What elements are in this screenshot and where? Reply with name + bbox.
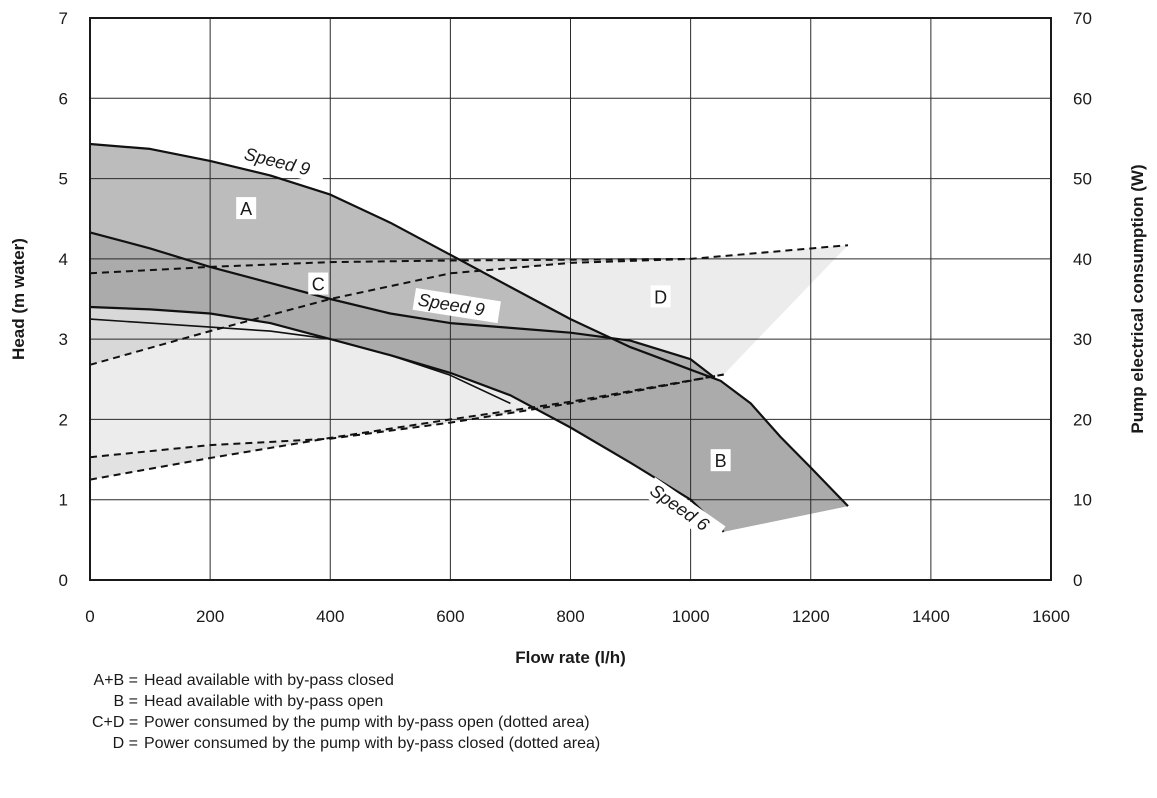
x-tick-label: 400 [316,607,344,626]
y2-tick-label: 10 [1073,491,1092,510]
legend-text: Power consumed by the pump with by-pass … [144,735,601,752]
y2-tick-label: 70 [1073,9,1092,28]
head-curve [89,305,725,533]
x-tick-label: 200 [196,607,224,626]
x-tick-label: 600 [436,607,464,626]
region-label: C [312,275,325,295]
curve-label-box [642,477,726,545]
y2-axis-title: Pump electrical consumption (W) [1128,164,1147,433]
head-curve [89,142,849,507]
legend-key: D = [112,735,138,752]
power-curve [89,373,724,459]
y2-tick-label: 30 [1073,330,1092,349]
y-tick-label: 3 [59,330,68,349]
y-tick-label: 0 [59,571,68,590]
legend-key: C+D = [92,714,139,731]
y-tick-label: 4 [59,250,68,269]
x-tick-label: 1200 [792,607,830,626]
y2-tick-label: 60 [1073,89,1092,108]
x-tick-label: 0 [85,607,94,626]
y-tick-label: 6 [59,89,68,108]
y2-tick-label: 40 [1073,250,1092,269]
legend-text: Power consumed by the pump with by-pass … [144,714,590,731]
region-label-box [650,285,671,308]
legend-key: B = [113,693,138,710]
x-tick-label: 1400 [912,607,950,626]
legend-text: Head available with by-pass open [144,693,384,710]
y2-tick-label: 20 [1073,410,1092,429]
legend-row: D = Power consumed by the pump with by-p… [92,733,601,754]
region-label-box [236,197,257,220]
curve-label-box [412,287,501,324]
y-tick-label: 2 [59,410,68,429]
y-tick-label: 7 [59,9,68,28]
legend-text: Head available with by-pass closed [144,672,394,689]
power-curve [89,373,724,481]
region-label: B [715,451,727,471]
x-axis-title: Flow rate (l/h) [515,648,626,667]
legend: A+B = Head available with by-pass closed… [92,670,600,754]
head-curve [89,318,511,405]
legend-row: A+B = Head available with by-pass closed [92,670,600,691]
region-lower-fill [90,374,724,480]
legend-row: B = Head available with by-pass open [92,691,600,712]
region-b-fill [90,232,848,532]
y2-tick-label: 50 [1073,170,1092,189]
x-tick-label: 1000 [672,607,710,626]
region-label: D [654,287,667,307]
region-label-box [710,449,731,472]
y-axis-title: Head (m water) [9,238,28,360]
curve-label-box [238,141,327,184]
region-label: A [240,199,252,219]
plot-frame [89,17,1052,581]
x-tick-label: 800 [556,607,584,626]
shaded-regions [90,144,848,532]
y2-tick-label: 0 [1073,571,1082,590]
x-tick-label: 1600 [1032,607,1070,626]
legend-key: A+B = [93,672,138,689]
y-tick-label: 1 [59,491,68,510]
y-tick-label: 5 [59,170,68,189]
region-label-box [308,272,329,295]
legend-row: C+D = Power consumed by the pump with by… [92,712,600,733]
tick-labels: 0 200 400 600 800 1000 1200 1400 160001234567010… [59,9,1092,626]
curves [89,142,849,533]
head-curve [89,231,716,379]
